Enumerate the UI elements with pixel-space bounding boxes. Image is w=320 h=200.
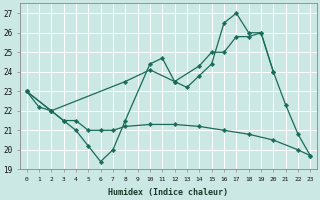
X-axis label: Humidex (Indice chaleur): Humidex (Indice chaleur) xyxy=(108,188,228,197)
